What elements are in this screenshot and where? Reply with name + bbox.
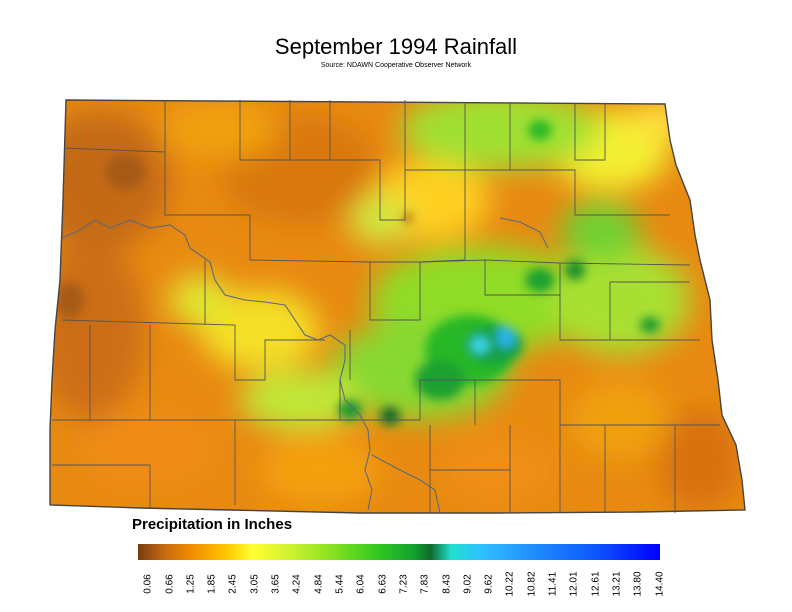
state-outline [49, 99, 746, 514]
legend-tick-label: 8.43 [436, 566, 457, 602]
legend-tick-label: 9.62 [479, 566, 500, 602]
legend-tick-label: 3.65 [266, 566, 287, 602]
legend-tick-text: 10.82 [526, 571, 538, 597]
river-lines [61, 217, 549, 514]
legend-tick-label: 2.45 [223, 566, 244, 602]
legend-tick-label: 6.04 [351, 566, 372, 602]
legend-tick-label: 12.01 [564, 566, 585, 602]
map-title: September 1994 Rainfall [274, 34, 518, 59]
legend-tick-label: 12.61 [585, 566, 606, 602]
legend-tick-text: 0.06 [142, 574, 154, 594]
legend-tick-label: 10.22 [500, 566, 521, 602]
legend-color-bar [138, 544, 660, 560]
legend-tick-text: 9.62 [483, 574, 495, 594]
legend-tick-text: 13.21 [611, 571, 623, 597]
legend-tick-label: 9.02 [458, 566, 479, 602]
legend-tick-text: 3.65 [270, 574, 282, 594]
legend-tick-text: 2.45 [227, 574, 239, 594]
legend-tick-labels: 0.06 0.66 1.25 1.85 2.45 3.05 3.65 4.24 4.84 5.44… [138, 566, 665, 602]
legend-tick-text: 1.85 [206, 574, 218, 594]
legend-tick-label: 7.23 [394, 566, 415, 602]
legend-tick-label: 5.44 [330, 566, 351, 602]
legend-tick-text: 7.23 [398, 574, 410, 594]
legend-tick-text: 0.66 [164, 574, 176, 594]
rainfall-surface [50, 100, 745, 513]
legend-tick-label: 10.82 [522, 566, 543, 602]
legend-tick-label: 3.05 [245, 566, 266, 602]
legend-tick-text: 11.41 [547, 571, 559, 597]
legend-tick-text: 9.02 [462, 574, 474, 594]
legend-tick-label: 4.84 [308, 566, 329, 602]
legend-tick-text: 8.43 [441, 574, 453, 594]
legend-tick-text: 4.84 [313, 574, 325, 594]
legend-tick-label: 13.80 [628, 566, 649, 602]
legend-tick-label: 13.21 [607, 566, 628, 602]
legend-tick-text: 12.01 [568, 571, 580, 597]
map-source: Source: NDAWN Cooperative Observer Netwo… [320, 62, 472, 69]
legend-tick-text: 1.25 [185, 574, 197, 594]
legend-tick-label: 1.85 [202, 566, 223, 602]
legend-tick-text: 12.61 [590, 571, 602, 597]
legend-tick-text: 6.63 [377, 574, 389, 594]
legend-tick-label: 4.24 [287, 566, 308, 602]
legend-tick-label: 1.25 [181, 566, 202, 602]
legend-tick-label: 14.40 [649, 566, 670, 602]
legend-tick-text: 14.40 [654, 571, 666, 597]
legend-tick-text: 5.44 [334, 574, 346, 594]
legend-tick-label: 6.63 [372, 566, 393, 602]
legend-tick-label: 0.06 [138, 566, 159, 602]
legend-tick-text: 4.24 [291, 574, 303, 594]
legend-tick-text: 10.22 [504, 571, 516, 597]
legend-tick-text: 13.80 [632, 571, 644, 597]
county-boundaries [52, 100, 720, 513]
legend-tick-label: 7.83 [415, 566, 436, 602]
legend-tick-text: 6.04 [355, 574, 367, 594]
legend-tick-label: 0.66 [159, 566, 180, 602]
legend-tick-text: 7.83 [419, 574, 431, 594]
legend-tick-text: 3.05 [249, 574, 261, 594]
legend-title: Precipitation in Inches [132, 516, 293, 533]
legend-tick-label: 11.41 [543, 566, 564, 602]
